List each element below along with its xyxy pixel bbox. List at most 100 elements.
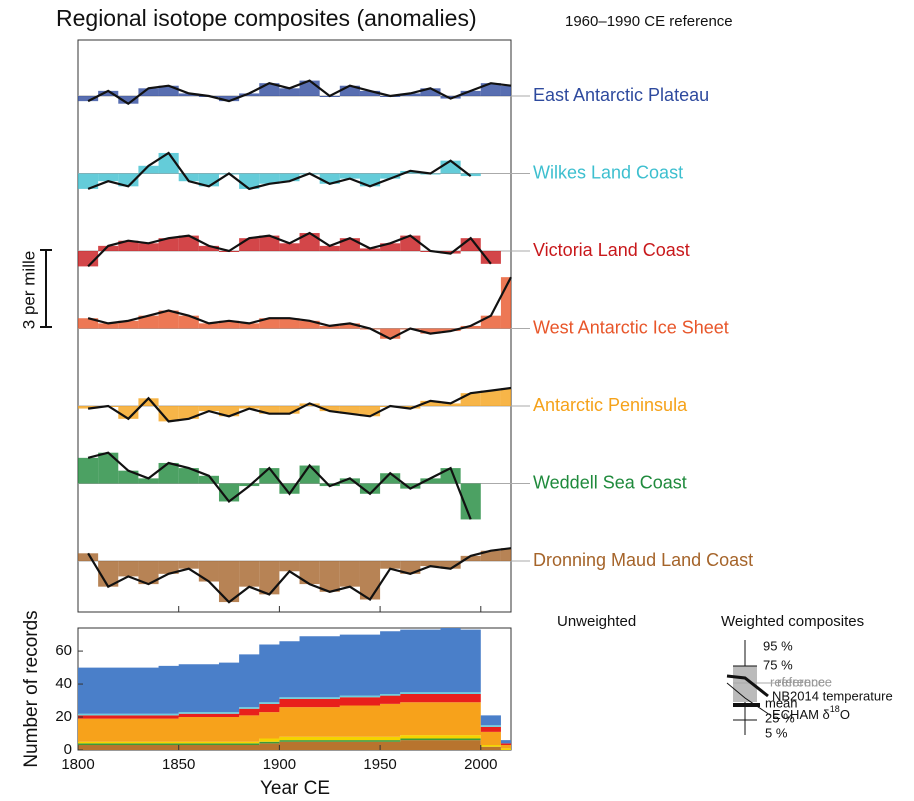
anomaly-step xyxy=(460,393,481,406)
anomaly-step xyxy=(218,96,240,102)
anomaly-step xyxy=(259,235,280,251)
anomaly-step xyxy=(460,90,481,96)
anomaly-step xyxy=(339,85,360,96)
x-tick-label: 1850 xyxy=(162,756,195,773)
anomaly-step xyxy=(78,553,99,561)
anomaly-step xyxy=(339,406,360,414)
anomaly-step xyxy=(78,318,99,329)
legend-label: reference xyxy=(770,674,825,689)
y-tick-label: 60 xyxy=(55,642,72,659)
anomaly-step xyxy=(339,173,360,179)
stacked-area xyxy=(78,738,511,750)
anomaly-step xyxy=(500,277,511,329)
anomaly-step xyxy=(118,561,139,577)
anomaly-step xyxy=(420,328,441,334)
anomaly-step xyxy=(460,325,481,329)
anomaly-step xyxy=(178,468,199,484)
anomaly-step xyxy=(319,325,340,329)
anomaly-step xyxy=(299,561,320,585)
stacked-area xyxy=(78,740,511,750)
anomaly-step xyxy=(138,398,159,406)
anomaly-step xyxy=(400,93,421,96)
anomaly-step xyxy=(380,173,401,179)
composite-line xyxy=(87,386,512,423)
anomaly-step xyxy=(380,473,401,484)
region-label: Victoria Land Coast xyxy=(533,240,690,260)
anomaly-step xyxy=(279,88,300,96)
composite-line xyxy=(87,276,512,341)
anomaly-step xyxy=(138,561,159,585)
anomaly-step xyxy=(480,550,501,561)
anomaly-step xyxy=(118,96,139,104)
anomaly-step xyxy=(158,561,179,574)
chart-subtitle: 1960–1990 CE reference xyxy=(565,13,733,30)
legend-label: 5 % xyxy=(765,725,788,740)
y-tick-label: 40 xyxy=(55,675,72,692)
anomaly-step xyxy=(198,323,219,329)
composite-line xyxy=(87,231,492,268)
anomaly-step xyxy=(319,245,340,251)
anomaly-step xyxy=(178,235,199,251)
anomaly-step xyxy=(138,315,159,329)
anomaly-step xyxy=(500,548,511,561)
anomaly-step xyxy=(279,483,300,494)
legend-label: reference xyxy=(777,674,832,689)
anomaly-step xyxy=(480,315,501,329)
legend-label: mean xyxy=(765,695,798,710)
anomaly-step xyxy=(400,170,421,174)
anomaly-step xyxy=(259,318,280,329)
anomaly-step xyxy=(500,85,511,96)
y-tick-label: 0 xyxy=(64,741,72,758)
anomaly-step xyxy=(440,328,461,332)
anomaly-step xyxy=(98,452,119,484)
anomaly-step xyxy=(198,406,219,412)
anomaly-step xyxy=(420,400,441,406)
anomaly-step xyxy=(78,173,99,189)
legend-label: NB2014 temperature xyxy=(772,688,893,703)
region-label: East Antarctic Plateau xyxy=(533,85,709,105)
composite-line xyxy=(87,79,512,106)
legend-label-part: 18 xyxy=(830,704,840,714)
legend-label-part: O xyxy=(840,707,850,722)
anomaly-step xyxy=(158,406,179,422)
scale-bar-label: 3 per mille xyxy=(19,251,38,329)
legend-label: 25 % xyxy=(765,710,795,725)
legend-label: ECHAM δ18O xyxy=(772,704,850,722)
chart-title: Regional isotope composites (anomalies) xyxy=(56,5,477,31)
anomaly-step xyxy=(279,243,300,251)
region-label: Dronning Maud Land Coast xyxy=(533,550,753,570)
stacked-area xyxy=(78,628,511,744)
anomaly-step xyxy=(118,470,139,484)
legend-nb2014 xyxy=(726,674,769,698)
anomaly-step xyxy=(158,310,179,329)
anomaly-step xyxy=(400,483,421,489)
legend-echam xyxy=(726,682,771,716)
anomaly-step xyxy=(98,245,119,251)
region-series xyxy=(78,386,530,423)
anomaly-step xyxy=(218,561,240,603)
stacked-area xyxy=(78,735,511,750)
anomaly-step xyxy=(239,323,260,329)
anomaly-step xyxy=(440,561,461,569)
legend-weighted: Weighted composites reference NB2014 tem… xyxy=(721,613,893,722)
x-tick-label: 2000 xyxy=(464,756,497,773)
anomaly-step xyxy=(158,238,179,251)
region-label: Wilkes Land Coast xyxy=(533,162,683,182)
anomaly-step xyxy=(218,320,240,329)
anomaly-step xyxy=(98,323,119,329)
anomaly-step xyxy=(138,478,159,484)
x-tick-label: 1950 xyxy=(363,756,396,773)
anomaly-step xyxy=(78,457,99,484)
anomaly-step xyxy=(118,173,139,187)
legend-title: Weighted composites xyxy=(721,613,864,630)
legend-title: Unweighted xyxy=(557,613,636,630)
region-label: Weddell Sea Coast xyxy=(533,472,687,492)
anomaly-step xyxy=(380,561,401,569)
anomaly-step xyxy=(279,173,300,182)
x-axis-label: Year CE xyxy=(260,778,330,799)
anomaly-step xyxy=(239,406,260,409)
anomaly-step xyxy=(480,390,501,406)
anomaly-step xyxy=(420,561,441,567)
anomaly-step xyxy=(259,406,280,414)
